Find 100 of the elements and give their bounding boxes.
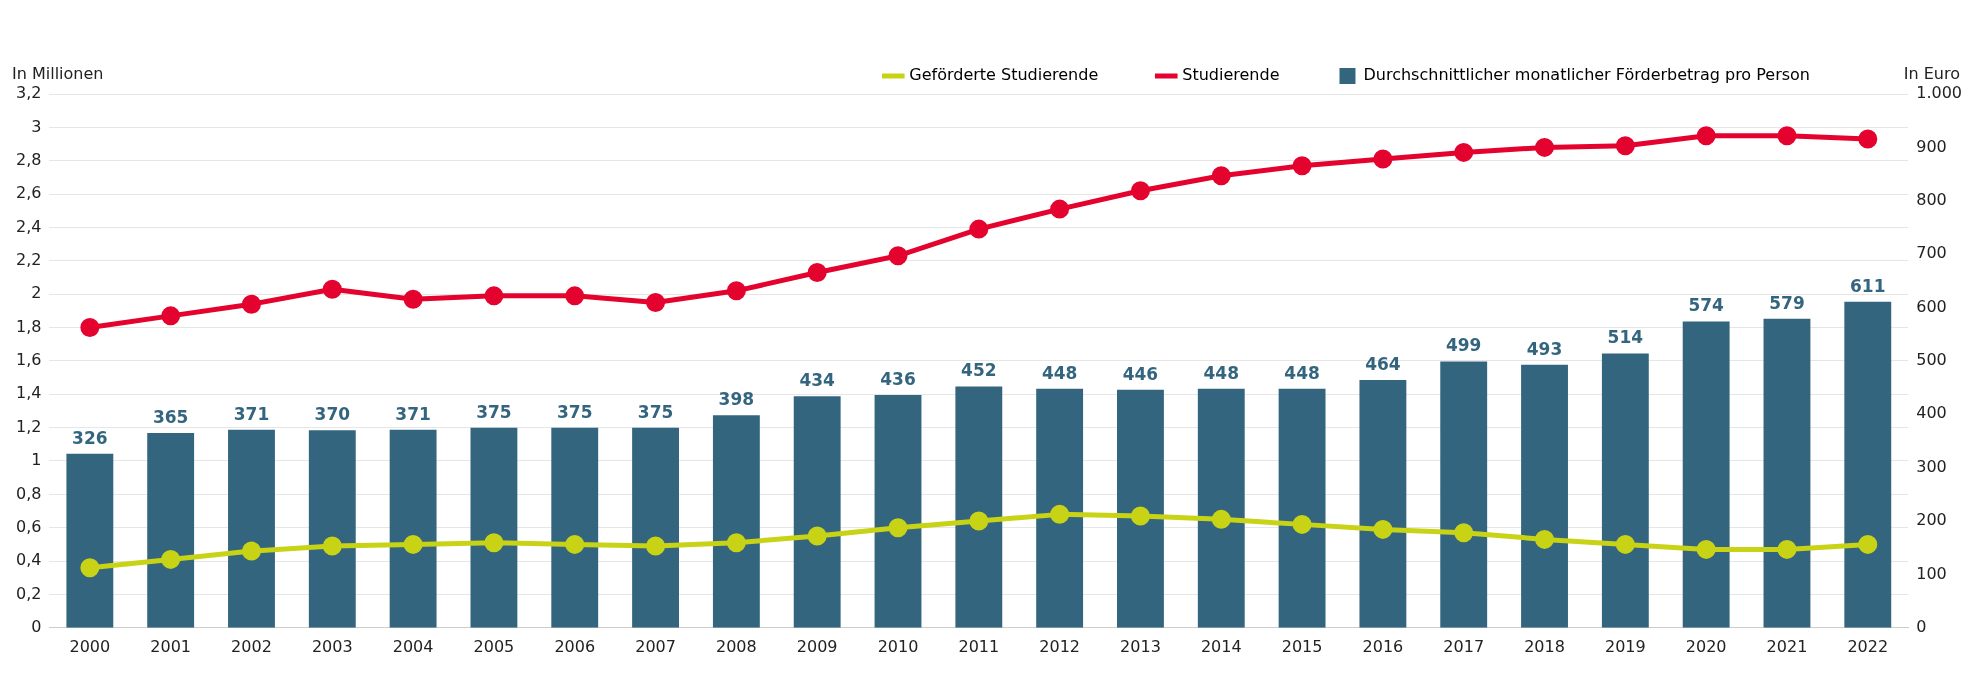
y-tick-label: 0,8 [15,483,42,503]
point [1050,504,1070,524]
bar [1278,388,1326,628]
point [646,293,666,313]
data-label: 574 [1688,295,1725,316]
data-label: 371 [233,403,270,424]
point [888,246,908,266]
y-tick-label: 2,2 [15,249,42,269]
point [1615,136,1635,156]
data-label: 448 [1041,362,1078,383]
bar [712,415,760,628]
data-label: 326 [72,427,108,448]
point [726,281,746,301]
data-label: 436 [880,368,916,389]
x-tick-label: 2021 [1766,636,1808,656]
point [403,289,423,309]
bar [551,427,599,628]
y2-tick-label: 700 [1916,243,1947,263]
point [969,219,989,239]
point [1858,534,1878,554]
y-tick-label: 0,2 [15,583,42,603]
point [1373,149,1393,169]
y2-tick-label: 400 [1916,403,1947,423]
data-label: 375 [476,401,512,422]
point [1454,523,1474,543]
y-tick-label: 0,4 [15,550,42,570]
data-label: 493 [1526,338,1563,359]
point [1535,529,1555,549]
y-tick-label: 1,2 [15,416,42,436]
bar [1036,388,1084,628]
point [1050,199,1070,219]
y2-tick-label: 900 [1916,136,1947,156]
bar [1197,388,1245,628]
point [969,511,989,531]
x-tick-label: 2019 [1604,636,1646,656]
bar [308,430,356,628]
point [807,262,827,282]
data-label: 370 [314,404,351,425]
legend-label: Durchschnittlicher monatlicher Förderbetrag pro Person [1363,65,1810,85]
y2-tick-label: 800 [1916,189,1947,209]
bar [1117,389,1164,628]
x-tick-label: 2010 [877,636,919,656]
legend-label: Studierende [1182,65,1280,85]
x-tick-label: 2003 [311,636,353,656]
x-tick-label: 2004 [392,636,434,656]
x-tick-label: 2006 [554,636,596,656]
point [403,534,423,554]
data-label: 365 [152,406,189,427]
point [484,286,504,306]
y-axis-title: In Millionen [12,64,104,83]
point [1615,534,1635,554]
bar [1521,364,1568,628]
point [322,279,342,299]
x-tick-label: 2005 [473,636,515,656]
point [1373,519,1393,539]
y-tick-label: 1 [31,450,42,470]
y-tick-label: 2 [31,283,42,303]
x-tick-label: 2009 [796,636,838,656]
point [565,534,585,554]
y-tick-label: 0,6 [15,516,42,536]
y-tick-label: 1,8 [15,316,42,336]
point [161,549,181,569]
bar [1763,318,1811,628]
data-label: 579 [1769,292,1805,313]
point [1454,142,1474,162]
bar [1359,380,1407,628]
y2-tick-label: 500 [1916,350,1947,370]
bar [66,453,114,628]
data-label: 375 [556,401,593,422]
point [888,518,908,538]
bar [470,427,518,628]
x-tick-label: 2000 [69,636,111,656]
bar [147,432,195,628]
x-tick-label: 2008 [716,636,757,656]
point [807,526,827,546]
data-label: 448 [1284,362,1320,383]
x-tick-label: 2011 [958,636,1000,656]
data-label: 434 [799,370,836,391]
data-label: 611 [1850,275,1886,296]
x-tick-label: 2002 [231,636,272,656]
point [565,286,585,306]
data-label: 452 [961,360,997,381]
x-tick-label: 2001 [150,636,192,656]
y2-tick-label: 200 [1916,510,1947,530]
y2-tick-label: 0 [1916,616,1927,636]
x-tick-label: 2014 [1200,636,1242,656]
point [484,533,504,553]
bar [1440,361,1488,628]
y-tick-label: 1,6 [15,350,42,370]
x-tick-label: 2016 [1362,636,1404,656]
point [1130,506,1150,526]
point [1696,126,1716,146]
y-tick-label: 2,6 [15,183,42,203]
point [241,294,261,314]
bar [389,429,437,628]
point [80,318,100,338]
point [1211,509,1231,529]
point [1535,137,1555,157]
data-label: 448 [1203,362,1240,383]
bar [1601,353,1649,628]
